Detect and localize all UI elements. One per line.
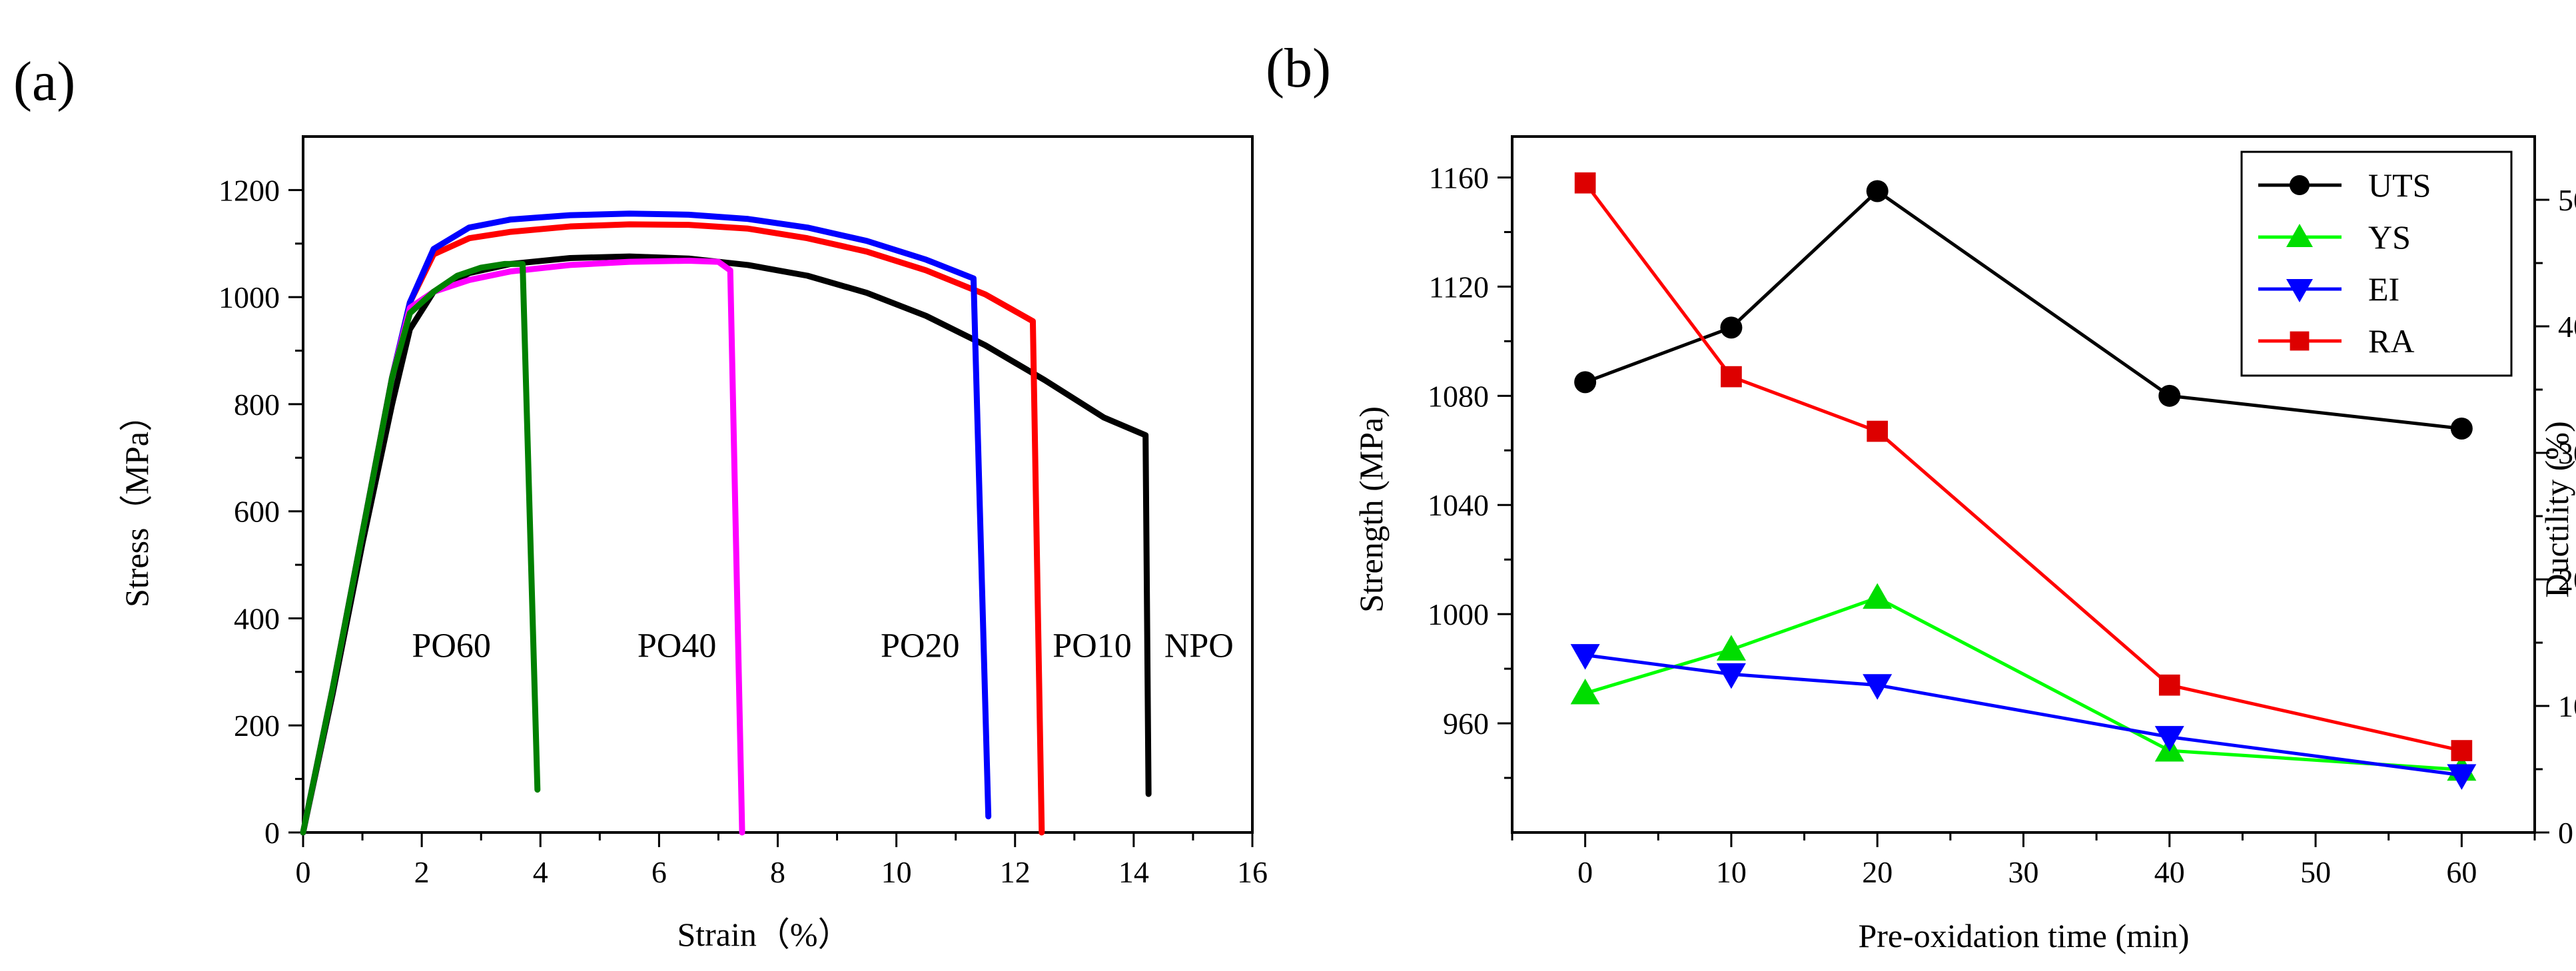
panel-a-y-axis-label: Stress（MPa） <box>118 398 155 607</box>
point-ra <box>1721 366 1742 388</box>
point-ei <box>1716 663 1746 689</box>
x-tick-label: 0 <box>1577 855 1593 889</box>
y-tick-label: 1000 <box>218 280 280 314</box>
x-tick-label: 10 <box>881 855 912 889</box>
curve-label-po60: PO60 <box>412 627 490 665</box>
y-tick-label: 0 <box>264 816 280 850</box>
panel-b-legend: UTS YS EI RA <box>2240 151 2513 377</box>
point-ra <box>1867 420 1889 442</box>
y-tick-label: 1120 <box>1429 270 1489 304</box>
point-ys <box>1716 635 1746 661</box>
point-ys <box>1570 679 1600 705</box>
panel-b-series <box>1570 172 2477 790</box>
y-tick-label: 1200 <box>218 173 280 207</box>
y-tick-label: 1080 <box>1428 379 1489 413</box>
legend-marker-uts <box>2290 175 2310 195</box>
x-tick-label: 4 <box>533 855 548 889</box>
panel-a: (a) 0 2 4 6 8 10 12 14 16 0 200 400 600 800 1000 1200 P… <box>13 51 1268 953</box>
legend-label-uts: UTS <box>2368 166 2431 204</box>
series-line-ys <box>1584 595 2462 772</box>
point-uts <box>1574 371 1597 394</box>
point-ra <box>2158 674 2180 696</box>
x-tick-label: 6 <box>651 855 667 889</box>
legend-marker-ys <box>2286 224 2313 247</box>
point-uts <box>2450 417 2473 440</box>
x-tick-label: 8 <box>770 855 785 889</box>
x-tick-label: 20 <box>1862 855 1893 889</box>
point-ei <box>1570 644 1600 670</box>
right-y-tick-label: 30 <box>2558 436 2576 470</box>
legend-label-ys: YS <box>2368 218 2411 256</box>
point-ra <box>1574 172 1596 194</box>
right-y-tick-label: 10 <box>2558 689 2576 723</box>
right-y-tick-label: 40 <box>2558 310 2576 344</box>
y-tick-label: 1000 <box>1428 597 1489 631</box>
curve-po60 <box>300 260 541 836</box>
point-ei <box>2447 764 2477 790</box>
x-tick-label: 10 <box>1716 855 1747 889</box>
curve-npo <box>300 253 1152 836</box>
right-y-tick-label: 50 <box>2558 183 2576 217</box>
point-uts <box>2158 384 2181 407</box>
curve-label-po40: PO40 <box>638 627 716 665</box>
x-tick-label: 60 <box>2446 855 2477 889</box>
y-tick-label: 960 <box>1443 707 1489 741</box>
curve-label-po10: PO10 <box>1053 627 1131 665</box>
curve-label-npo: NPO <box>1164 627 1234 665</box>
point-ei <box>2154 726 2184 752</box>
y-tick-label: 1040 <box>1428 488 1489 522</box>
panel-b: (b) 0 10 20 30 40 50 6096010001040108011201160… <box>1266 37 2576 954</box>
curve-po20 <box>300 210 992 836</box>
x-tick-label: 40 <box>2154 855 2185 889</box>
panel-b-label: (b) <box>1266 37 1331 99</box>
legend-marker-ra <box>2290 331 2310 351</box>
y-tick-label: 800 <box>234 388 280 422</box>
x-tick-label: 0 <box>296 855 311 889</box>
y-tick-label: 1160 <box>1429 161 1489 194</box>
x-tick-label: 30 <box>2008 855 2039 889</box>
panel-a-x-axis-label: Strain（%） <box>677 916 851 953</box>
panel-a-annotations: PO60 PO40 PO20 PO10 NPO <box>412 627 1233 665</box>
point-uts <box>1720 316 1743 339</box>
panel-b-axes: 0 10 20 30 40 50 60 960 1000 1040 1080 1120 1160 0 10 2… <box>1428 135 2576 889</box>
panel-b-right-y-axis-label: Ductility (%) <box>2538 421 2575 597</box>
point-ys <box>1863 583 1893 609</box>
curve-label-po20: PO20 <box>881 627 959 665</box>
x-tick-label: 2 <box>414 855 430 889</box>
panel-a-axes: 0 2 4 6 8 10 12 14 16 0 200 400 600 800 1000 1200 <box>218 135 1268 889</box>
panel-b-y-axis-label: Strength (MPa) <box>1352 406 1390 613</box>
panel-a-series <box>300 210 1152 836</box>
panel-b-x-axis-label: Pre-oxidation time (min) <box>1858 917 2189 954</box>
legend-label-ei: EI <box>2368 270 2399 308</box>
legend-marker-ei <box>2286 279 2313 302</box>
y-tick-label: 200 <box>234 709 280 743</box>
x-tick-label: 12 <box>1000 855 1031 889</box>
right-y-tick-label: 20 <box>2558 563 2576 597</box>
legend-label-ra: RA <box>2368 322 2414 360</box>
x-tick-label: 50 <box>2300 855 2331 889</box>
x-tick-label: 14 <box>1118 855 1149 889</box>
panel-a-label: (a) <box>13 51 75 113</box>
x-tick-label: 16 <box>1237 855 1268 889</box>
point-ra <box>2451 740 2473 761</box>
point-ei <box>1863 674 1893 700</box>
point-uts <box>1866 180 1889 202</box>
y-tick-label: 600 <box>234 495 280 529</box>
right-y-tick-label: 0 <box>2558 816 2573 850</box>
legend-box <box>2240 151 2513 377</box>
y-tick-label: 400 <box>234 601 280 635</box>
